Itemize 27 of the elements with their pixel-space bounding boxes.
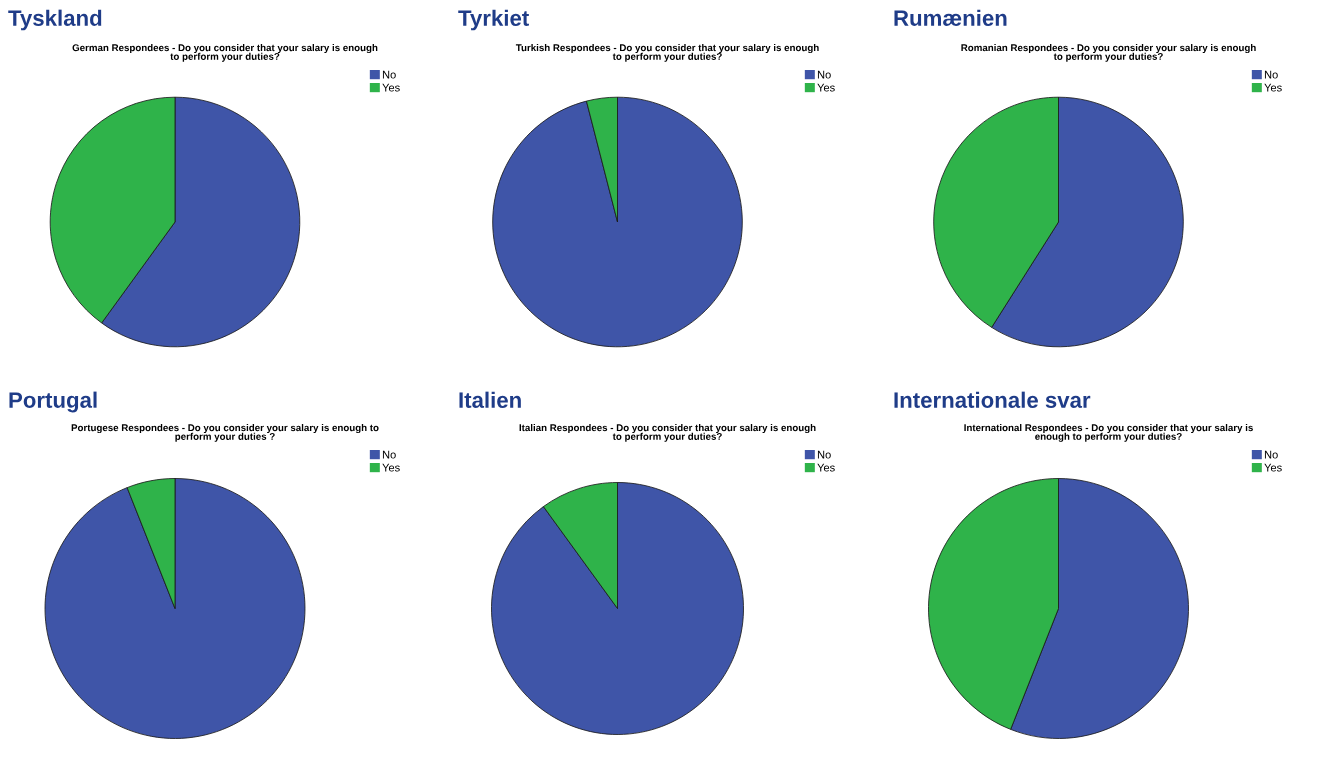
legend-label: No: [382, 450, 396, 459]
chart-subtitle: International Respondees - Do you consider that your salary is enough to perform your duties?: [964, 424, 1253, 442]
legend-label: No: [382, 70, 396, 79]
chart-title: Portugal: [9, 391, 97, 413]
legend-label: Yes: [817, 463, 835, 472]
chart-subtitle: Italian Respondees - Do you consider that your salary is enough to perform your duties?: [519, 424, 816, 442]
legend-label: Yes: [382, 463, 400, 472]
chart-title: Italien: [459, 391, 521, 408]
chart-title: Rumænien: [894, 9, 1007, 26]
chart-subtitle: Portugese Respondees - Do you consider your salary is enough to perform your duties ?: [71, 424, 379, 442]
legend-label: No: [1264, 450, 1278, 459]
pie-slice: [492, 96, 743, 348]
legend-label: Yes: [1264, 83, 1282, 92]
chart-subtitle: German Respondees - Do you consider that your salary is enough to perform your duties?: [72, 44, 378, 62]
chart-subtitle: Romanian Respondees - Do you consider your salary is enough to perform your duties?: [961, 44, 1256, 62]
legend-label: Yes: [382, 83, 400, 92]
legend-label: Yes: [1264, 463, 1282, 472]
chart-subtitle: Turkish Respondees - Do you consider that your salary is enough to perform your duties?: [515, 44, 819, 62]
legend-label: No: [817, 70, 831, 79]
chart-title: Internationale svar: [894, 391, 1091, 408]
legend-label: No: [1264, 70, 1278, 79]
chart-title: Tyrkiet: [458, 9, 529, 31]
legend-label: No: [817, 450, 831, 459]
pie-slice: [44, 478, 306, 739]
pie-slice: [491, 482, 744, 735]
chart-title: Tyskland: [8, 9, 102, 31]
legend-label: Yes: [817, 83, 835, 92]
